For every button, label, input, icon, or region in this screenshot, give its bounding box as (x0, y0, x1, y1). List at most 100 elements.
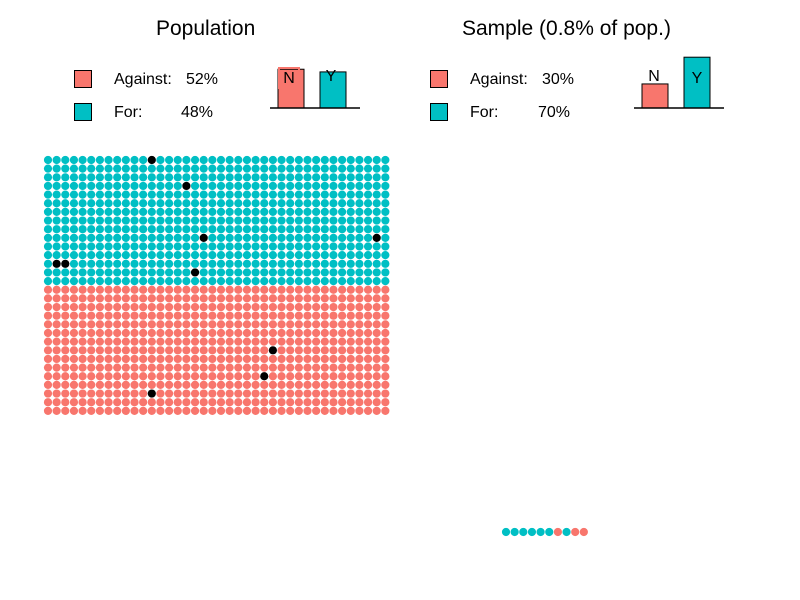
for-dot (320, 181, 329, 191)
for-dot (173, 268, 182, 277)
for-dot (130, 259, 139, 268)
against-dot (113, 294, 122, 303)
against-dot (372, 311, 381, 320)
against-dot (260, 363, 269, 372)
for-dot (216, 181, 226, 191)
against-dot (355, 354, 364, 364)
for-dot (372, 251, 381, 260)
against-dot (87, 389, 96, 398)
against-dot (355, 320, 364, 329)
for-dot (216, 164, 226, 173)
for-dot (190, 251, 200, 260)
against-dot (78, 285, 87, 294)
against-dot (329, 372, 338, 381)
for-dot (346, 190, 355, 199)
for-dot (225, 268, 234, 277)
against-dot (61, 320, 70, 329)
against-dot (61, 372, 70, 381)
for-dot (199, 207, 208, 216)
against-dot (303, 320, 312, 329)
sample-against-dot (571, 527, 580, 537)
for-dot (208, 190, 217, 199)
for-dot (338, 277, 347, 286)
for-dot (182, 277, 191, 286)
for-dot (130, 173, 139, 182)
sample-for-dot (510, 527, 519, 537)
against-dot (78, 337, 87, 346)
sample-for-dot (519, 527, 528, 537)
against-dot (329, 406, 338, 415)
for-dot (104, 277, 113, 286)
for-dot (251, 259, 260, 268)
for-dot (251, 216, 260, 225)
for-dot (251, 251, 260, 260)
for-dot (320, 277, 329, 286)
for-dot (52, 233, 61, 242)
against-dot (165, 380, 174, 389)
for-dot (268, 259, 277, 268)
for-dot (381, 277, 390, 286)
sample-against-dot (579, 527, 588, 537)
against-swatch (430, 70, 448, 88)
against-dot (312, 302, 321, 312)
against-dot (208, 337, 217, 346)
for-dot (329, 181, 338, 191)
against-dot (381, 398, 390, 407)
against-dot (268, 398, 277, 407)
for-dot (156, 251, 165, 260)
for-dot (147, 259, 156, 268)
for-dot (156, 242, 165, 251)
against-dot (121, 320, 130, 329)
for-dot (199, 164, 208, 173)
for-dot (216, 233, 226, 242)
for-dot (43, 225, 53, 234)
for-dot (286, 225, 295, 234)
against-dot (147, 372, 156, 381)
against-dot (312, 311, 321, 320)
against-dot (95, 346, 104, 355)
for-dot (78, 225, 87, 234)
against-dot (303, 389, 312, 398)
against-dot (199, 380, 208, 389)
against-dot (43, 380, 53, 389)
against-dot (355, 398, 364, 407)
against-dot (173, 363, 182, 372)
for-dot (329, 207, 338, 216)
against-dot (312, 328, 321, 338)
for-dot (294, 216, 303, 225)
for-dot (381, 242, 390, 251)
against-dot (130, 294, 139, 303)
for-dot (52, 155, 61, 165)
for-dot (52, 268, 61, 277)
for-dot (156, 216, 165, 225)
for-dot (346, 277, 355, 286)
for-dot (381, 199, 390, 208)
against-dot (147, 346, 156, 355)
for-dot (130, 242, 139, 251)
against-dot (251, 328, 260, 338)
against-dot (173, 311, 182, 320)
for-dot (87, 207, 96, 216)
against-dot (121, 311, 130, 320)
against-dot (61, 294, 70, 303)
for-dot (294, 233, 303, 242)
for-dot (346, 225, 355, 234)
against-dot (95, 311, 104, 320)
against-dot (268, 380, 277, 389)
against-dot (286, 328, 295, 338)
for-dot (242, 216, 252, 225)
for-dot (329, 242, 338, 251)
against-dot (139, 363, 148, 372)
against-dot (363, 406, 373, 415)
against-dot (303, 354, 312, 364)
against-dot (286, 363, 295, 372)
for-dot (320, 199, 329, 208)
against-dot (78, 294, 87, 303)
against-dot (234, 337, 243, 346)
against-dot (260, 302, 269, 312)
for-dot (277, 251, 286, 260)
against-dot (182, 363, 191, 372)
against-dot (268, 389, 277, 398)
for-dot (225, 251, 234, 260)
for-dot (113, 181, 122, 191)
